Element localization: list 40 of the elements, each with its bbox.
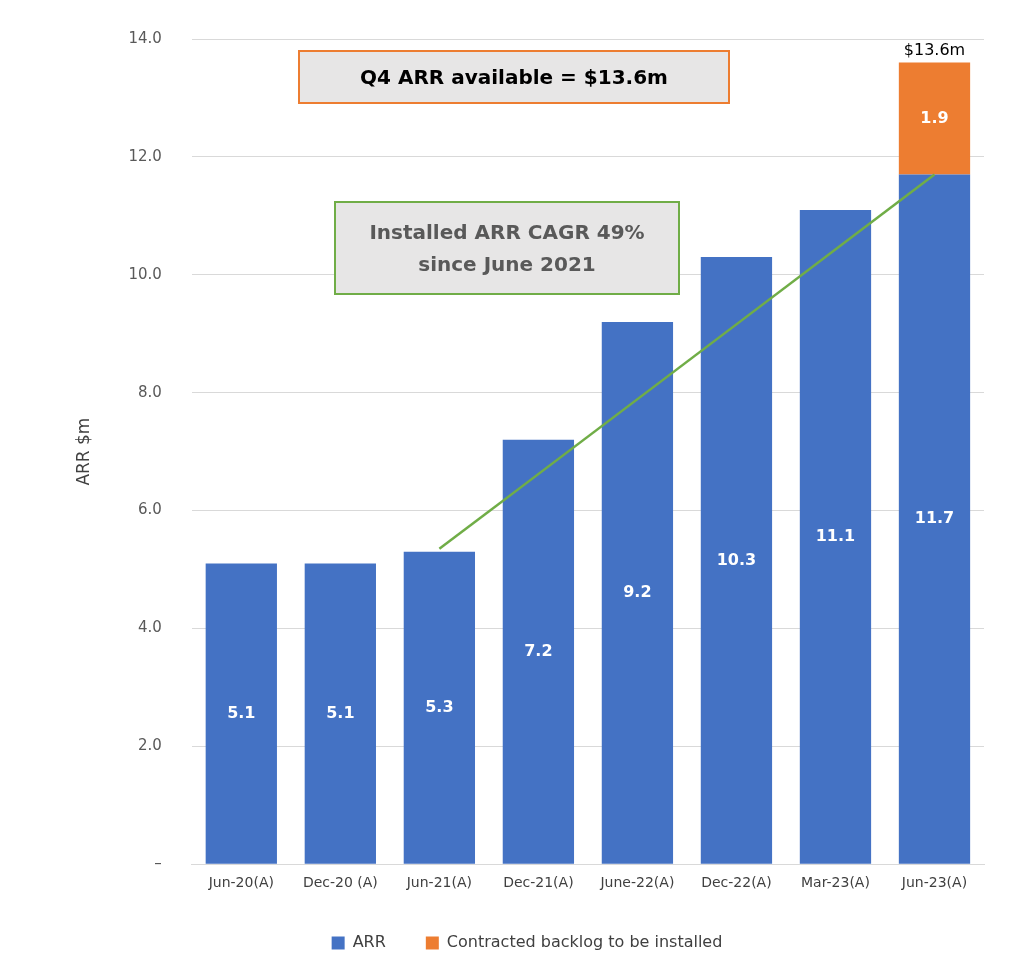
x-tick-label: Jun-21(A) [405,874,472,891]
bar [205,563,277,864]
legend-label: ARR [352,932,386,952]
bar [898,62,971,175]
y-tick-label: 6.0 [137,500,162,519]
y-tick-label: – [154,854,162,873]
data-label: 11.7 [914,508,955,528]
bar [601,321,674,864]
x-tick-label: Dec-22(A) [701,874,772,891]
y-tick-label: 8.0 [137,382,162,401]
y-tick-label: 12.0 [128,146,162,165]
text-box: Installed ARR CAGR 49% since June 2021 [334,201,680,295]
bar [700,257,773,864]
data-label: 7.2 [524,640,553,660]
text-box: Q4 ARR available = $13.6m [298,50,730,104]
data-label: 5.1 [326,702,355,722]
x-tick-label: Mar-23(A) [801,874,870,891]
data-label: 11.1 [815,525,856,545]
bar [304,563,376,864]
x-tick-label: Jun-23(A) [900,874,968,891]
x-tick-label: Dec-20 (A) [302,874,378,891]
y-tick-label: 10.0 [128,264,162,283]
x-tick-label: Jun-20(A) [207,874,274,891]
total-label: $13.6m [903,39,966,59]
legend-label: Contracted backlog to be installed [446,932,723,952]
y-tick-label: 2.0 [137,736,162,755]
data-label: 5.3 [425,696,454,716]
data-label: 5.1 [227,702,256,722]
bar [502,439,575,864]
data-label: 9.2 [623,581,652,601]
x-tick-label: Dec-21(A) [503,874,574,891]
bar [799,209,872,864]
y-axis-title: ARR $m [72,417,93,486]
x-tick-label: June-22(A) [599,874,675,891]
data-label: 1.9 [920,107,949,127]
y-tick-label: 4.0 [137,618,162,637]
bar [403,551,476,864]
data-label: 10.3 [716,549,757,569]
bar [898,174,971,864]
y-tick-label: 14.0 [128,28,162,47]
